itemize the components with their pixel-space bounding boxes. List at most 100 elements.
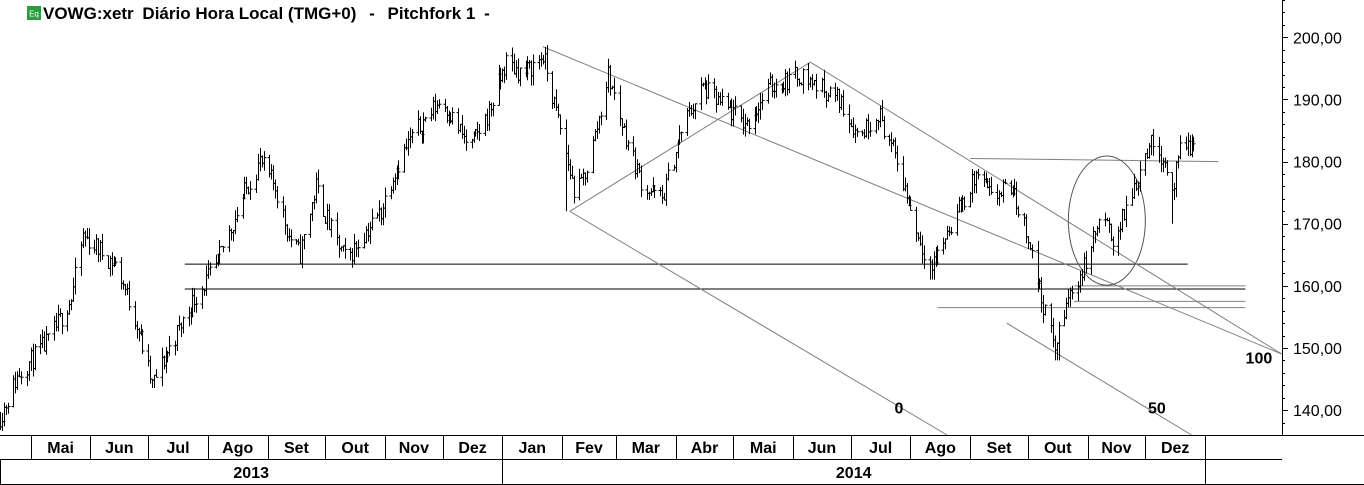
price-bar — [87, 228, 92, 255]
study-line — [569, 61, 811, 212]
price-bar — [558, 114, 563, 135]
price-bar — [855, 127, 860, 137]
month-label: Ago — [222, 440, 253, 457]
month-label: Fev — [575, 440, 603, 457]
equity-badge-text: Eq — [29, 10, 39, 19]
equity-badge-icon — [27, 6, 41, 20]
price-bar — [572, 175, 577, 204]
price-bar — [908, 196, 913, 211]
month-label: Jun — [105, 440, 133, 457]
price-bar — [167, 335, 172, 356]
price-bar — [262, 151, 267, 171]
price-bar — [491, 102, 496, 117]
study-line — [542, 46, 1283, 355]
price-bar — [46, 333, 51, 341]
price-bar — [841, 90, 846, 117]
price-bar — [666, 162, 671, 181]
study-label: 0 — [894, 400, 903, 417]
price-bar — [343, 237, 348, 259]
price-bar — [760, 93, 765, 110]
price-bar — [235, 206, 240, 223]
price-bar — [19, 371, 24, 385]
price-bar — [882, 115, 887, 140]
price-bar — [1016, 205, 1021, 218]
price-bar — [73, 257, 78, 295]
price-bar — [275, 186, 280, 209]
price-bar — [396, 160, 401, 180]
chart-header[interactable]: Eq VOWG:xetr Diário Hora Local (TMG+0) -… — [27, 4, 490, 23]
price-bar — [1070, 285, 1075, 300]
price-bar — [248, 181, 253, 201]
price-bar — [962, 196, 967, 211]
x-axis: Mai Jun Jul Ago Set Out Nov Dez Jan Fev Mar Abr Mai J… — [0, 435, 1364, 485]
price-bar — [679, 131, 684, 142]
price-bar — [1124, 195, 1129, 228]
price-bar — [935, 245, 940, 266]
month-label: Set — [284, 440, 310, 457]
price-bar — [423, 116, 428, 122]
price-bar — [774, 78, 779, 98]
year-label: 2014 — [836, 465, 872, 482]
y-tick-label: 150,00 — [1293, 341, 1342, 358]
title-separator: - — [484, 4, 490, 23]
price-bar — [329, 217, 334, 238]
price-bar — [1097, 218, 1102, 233]
month-label: Dez — [1161, 440, 1189, 457]
price-bar — [1151, 128, 1156, 156]
price-bar — [720, 88, 725, 106]
price-bar — [1138, 161, 1143, 192]
price-bar — [612, 77, 617, 101]
y-tick-label: 170,00 — [1293, 217, 1342, 234]
y-tick-label: 160,00 — [1293, 279, 1342, 296]
price-bar — [221, 245, 226, 253]
price-bar — [154, 369, 159, 378]
y-axis: 140,00 150,00 160,00 170,00 180,00 190,00 200,… — [1282, 0, 1342, 485]
study-line — [970, 157, 1219, 163]
price-bar — [464, 129, 469, 151]
price-bar — [100, 233, 105, 260]
price-bar — [1003, 178, 1008, 185]
month-label: Jan — [518, 440, 546, 457]
month-label: Out — [1044, 440, 1072, 457]
price-bar — [302, 233, 307, 250]
month-label: Mai — [47, 440, 74, 457]
month-label: Dez — [458, 440, 486, 457]
price-bar — [706, 74, 711, 99]
price-bar — [33, 343, 38, 371]
y-tick-label: 190,00 — [1293, 92, 1342, 109]
y-tick-label: 200,00 — [1293, 30, 1342, 47]
price-bar — [787, 68, 792, 94]
price-bar — [208, 262, 213, 276]
price-bar — [652, 185, 657, 198]
price-bar — [1178, 135, 1183, 160]
study-lines — [184, 46, 1283, 436]
month-label: Mar — [632, 440, 660, 457]
price-bars — [0, 45, 1196, 431]
month-label: Set — [987, 440, 1013, 457]
price-bar — [868, 121, 873, 137]
price-bar — [828, 86, 833, 98]
price-bar — [477, 123, 482, 141]
highlight-ellipse — [1067, 155, 1146, 286]
price-bar — [127, 280, 132, 311]
study-line — [1006, 322, 1192, 436]
year-label: 2013 — [233, 465, 269, 482]
price-bar — [531, 54, 536, 86]
price-bar — [895, 145, 900, 172]
title-separator: - — [369, 4, 375, 23]
price-bar — [801, 68, 806, 94]
month-label: Ago — [925, 440, 956, 457]
price-bar — [976, 168, 981, 180]
y-tick-label: 140,00 — [1293, 403, 1342, 420]
price-bar — [693, 103, 698, 120]
price-bar — [814, 73, 819, 99]
price-bar — [1165, 160, 1170, 176]
price-bar — [1057, 321, 1062, 361]
price-bar — [585, 170, 590, 183]
study-label: 100 — [1246, 351, 1273, 368]
price-bar — [316, 169, 321, 194]
study-line — [810, 61, 1283, 355]
price-bar — [1111, 236, 1116, 256]
